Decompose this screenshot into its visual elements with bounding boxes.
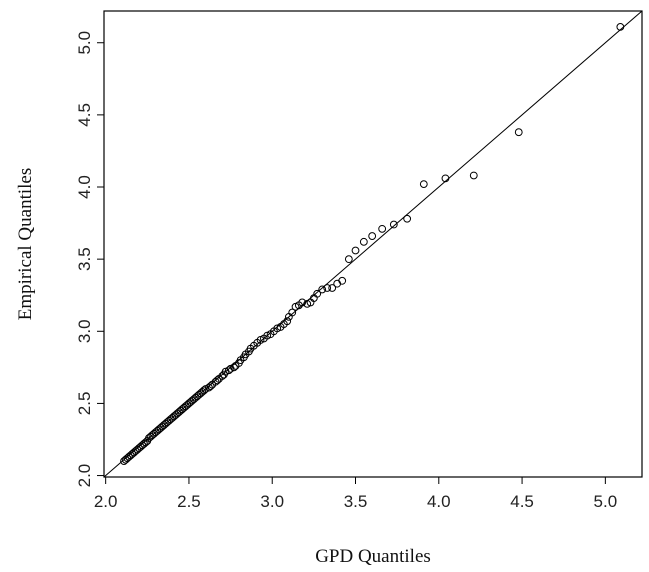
data-point [368,232,377,240]
data-point [298,298,307,307]
data-point [616,22,625,31]
data-point [206,382,215,391]
data-point [213,376,222,385]
y-tick-label: 2.5 [75,392,94,416]
data-point [378,224,387,233]
data-point [403,214,412,223]
data-point [469,171,478,180]
x-axis-title: GPD Quantiles [315,546,431,567]
y-tick-label: 3.0 [75,319,94,343]
x-tick-label: 2.5 [177,492,201,511]
data-point [230,363,238,372]
y-axis-title: Empirical Quantiles [15,168,36,320]
data-point [313,289,322,298]
data-point [514,128,523,137]
x-tick-label: 4.0 [427,492,451,511]
data-point [344,255,353,264]
x-tick-label: 3.5 [344,492,368,511]
data-point [283,317,292,326]
data-point [288,308,297,317]
y-tick-label: 5.0 [75,31,94,55]
x-tick-label: 5.0 [594,492,618,511]
data-point [323,284,332,292]
data-point [338,276,347,285]
reference-line [103,10,643,478]
ticks-layer: 2.0 2.5 3.0 3.5 4.0 4.5 5.0 2.0 2.5 3.0 3.5 4.0 4.5 5… [75,31,617,511]
data-point [351,246,360,255]
points-layer [103,10,643,478]
data-point [359,237,368,246]
data-point [389,220,398,229]
y-tick-label: 4.5 [75,103,94,127]
y-tick-label: 2.0 [75,464,94,488]
data-point [328,284,337,292]
plot-frame [103,10,643,478]
x-tick-label: 2.0 [94,492,118,511]
y-tick-label: 3.5 [75,247,94,271]
data-point [419,180,428,189]
x-tick-label: 3.0 [260,492,284,511]
data-point [318,285,327,294]
y-tick-label: 4.0 [75,175,94,199]
data-point [441,174,450,183]
x-tick-label: 4.5 [510,492,534,511]
